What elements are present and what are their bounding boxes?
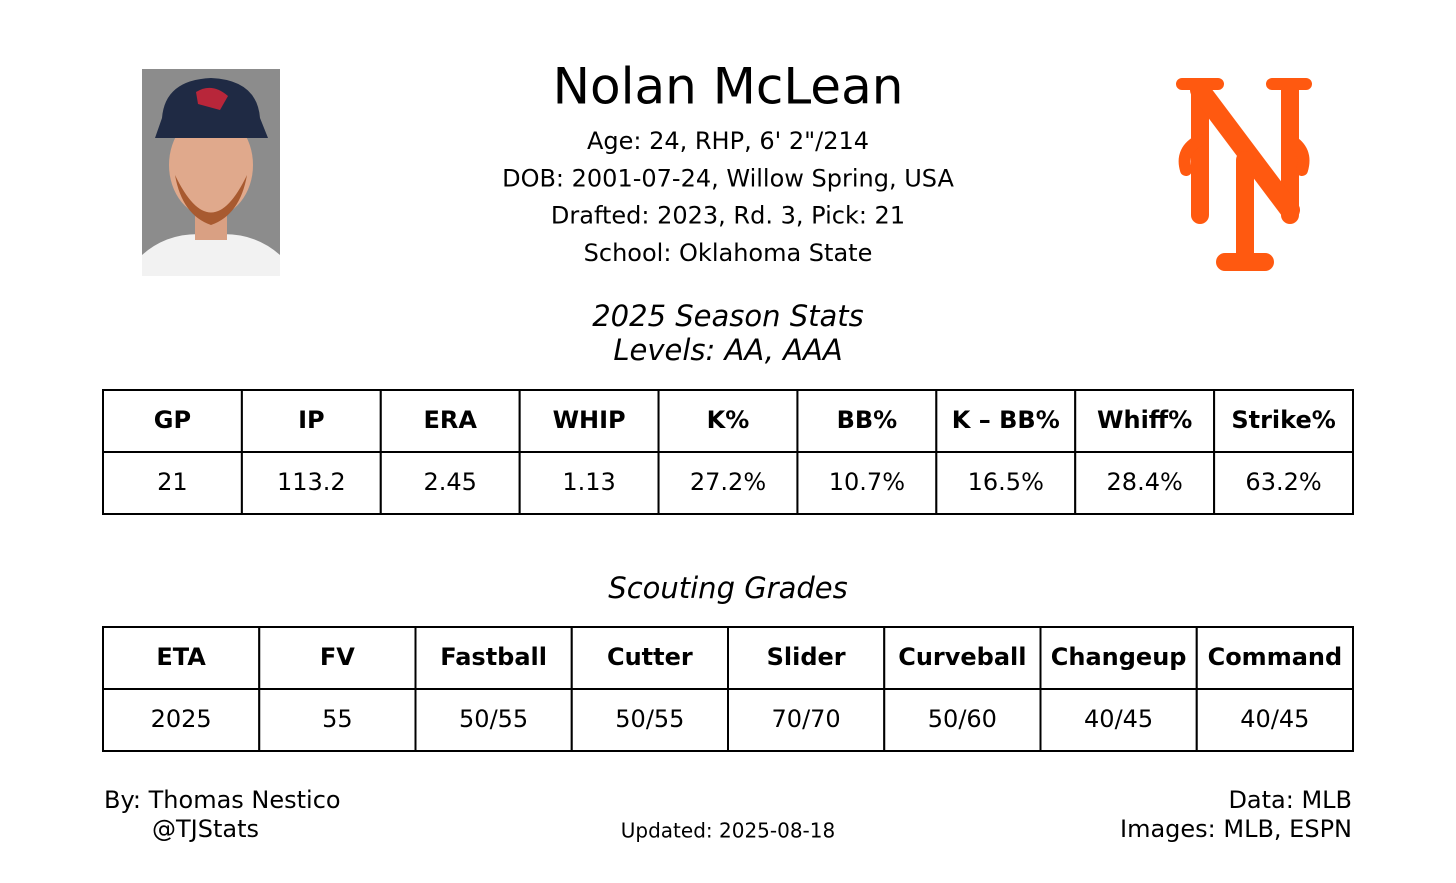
data-cell (1195, 688, 1354, 752)
cell-value: 21 (157, 468, 188, 496)
cell-value: 113.2 (277, 468, 346, 496)
data-cell (1213, 451, 1354, 515)
cell-value: 2025 (151, 705, 212, 733)
stats-table: GP IP ERA WHIP K% BB% K – BB% Whiff% Strike% 21 11… (102, 389, 1354, 515)
header-label: Strike% (1231, 406, 1335, 434)
player-info: Age: 24, RHP, 6' 2"/214 DOB: 2001-07-24, … (502, 127, 954, 267)
cell-value: 63.2% (1245, 468, 1321, 496)
header-label: Changeup (1051, 643, 1187, 671)
header-cell (518, 389, 660, 453)
cell-value: 10.7% (829, 468, 905, 496)
data-cell (518, 451, 660, 515)
info-line: Age: 24, RHP, 6' 2"/214 (587, 127, 869, 155)
section-title: 2025 Season Stats (592, 299, 864, 333)
data-cell (570, 688, 729, 752)
cell-value: 27.2% (690, 468, 766, 496)
header-cell (883, 626, 1042, 690)
info-line: DOB: 2001-07-24, Willow Spring, USA (502, 164, 954, 192)
handle: @TJStats (152, 815, 259, 843)
header-label: K – BB% (952, 406, 1060, 434)
header-cell (1074, 389, 1216, 453)
header-label: K% (707, 406, 750, 434)
header-cell (727, 626, 886, 690)
header-label: Slider (767, 643, 846, 671)
header-cell (102, 389, 243, 453)
info-line: Drafted: 2023, Rd. 3, Pick: 21 (551, 202, 905, 230)
header-label: Command (1208, 643, 1343, 671)
cell-value: 2.45 (424, 468, 477, 496)
info-line: School: Oklahoma State (584, 239, 873, 267)
data-cell (379, 451, 521, 515)
header-label: WHIP (553, 406, 626, 434)
data-cell (1039, 688, 1198, 752)
header-cell (240, 389, 382, 453)
header-label: Cutter (607, 643, 693, 671)
cell-value: 50/55 (615, 705, 684, 733)
header-label: Whiff% (1097, 406, 1192, 434)
header-cell (935, 389, 1077, 453)
data-source: Data: MLB (1228, 786, 1352, 814)
header-label: IP (298, 406, 325, 434)
updated: Updated: 2025-08-18 (621, 819, 835, 843)
cell-value: 50/55 (459, 705, 528, 733)
image-source: Images: MLB, ESPN (1120, 815, 1352, 843)
cell-value: 55 (322, 705, 353, 733)
header-cell (258, 626, 417, 690)
header-label: ETA (156, 643, 206, 671)
cell-value: 70/70 (772, 705, 841, 733)
header-cell (102, 626, 261, 690)
header-label: BB% (837, 406, 898, 434)
header-label: Curveball (898, 643, 1026, 671)
data-cell (240, 451, 382, 515)
section-title: Scouting Grades (608, 571, 847, 605)
data-cell (796, 451, 938, 515)
header-label: FV (320, 643, 355, 671)
cell-value: 40/45 (1084, 705, 1153, 733)
header-label: GP (154, 406, 191, 434)
header-cell (1213, 389, 1354, 453)
author: By: Thomas Nestico (104, 786, 341, 814)
header-label: ERA (423, 406, 477, 434)
header-label: Fastball (440, 643, 547, 671)
cell-value: 50/60 (928, 705, 997, 733)
data-cell (883, 688, 1042, 752)
team-logo (1176, 78, 1312, 271)
player-photo (142, 69, 280, 276)
header-cell (657, 389, 799, 453)
grades-table: ETA FV Fastball Cutter Slider Curveball Change… (102, 626, 1354, 752)
section-subtitle: Levels: AA, AAA (613, 333, 842, 367)
header-cell (570, 626, 729, 690)
cell-value: 40/45 (1240, 705, 1309, 733)
cell-value: 16.5% (968, 468, 1044, 496)
cell-value: 28.4% (1107, 468, 1183, 496)
header-cell (1039, 626, 1198, 690)
player-name: Nolan McLean (553, 58, 904, 116)
data-cell (258, 688, 417, 752)
data-cell (657, 451, 799, 515)
cell-value: 1.13 (562, 468, 615, 496)
data-cell (935, 451, 1077, 515)
data-cell (102, 451, 243, 515)
header-cell (1195, 626, 1354, 690)
